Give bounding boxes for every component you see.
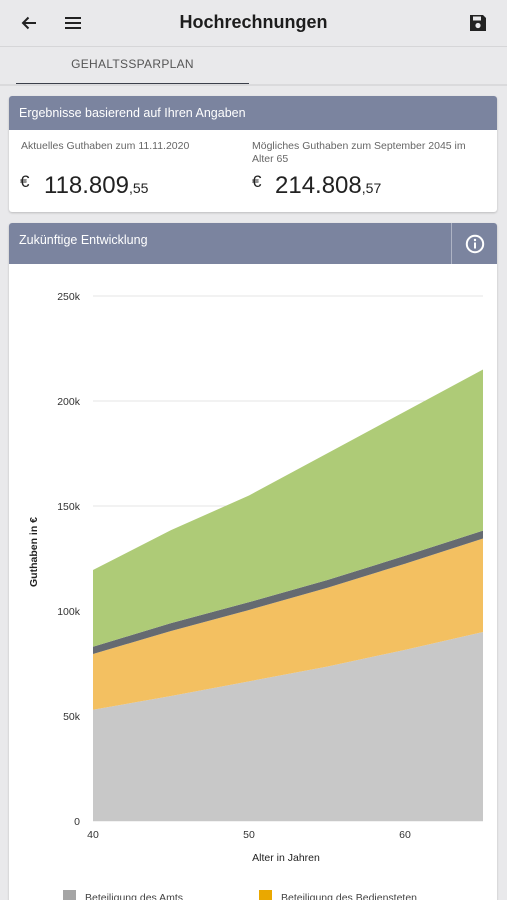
area-series-2 [93,538,483,710]
legend-swatch [63,890,76,900]
current-currency: € [20,172,30,191]
y-tick-label: 0 [74,816,80,828]
development-heading-text: Zukünftige Entwicklung [19,233,148,247]
results-heading: Ergebnisse basierend auf Ihren Angaben [9,96,497,130]
tab-divider [0,84,507,86]
arrow-left-icon [21,16,36,30]
future-balance-label-line2: Alter 65 [252,153,289,165]
menu-icon [65,17,81,29]
area-series-4 [93,369,483,647]
save-icon [470,15,486,31]
y-tick-label: 100k [57,606,81,618]
x-tick-label: 50 [243,829,255,841]
future-balance-label: Mögliches Guthaben zum September 2045 im… [252,140,466,166]
legend-label: Beteiligung des Amts [85,892,183,900]
area-series-3 [93,530,483,655]
save-button[interactable] [462,7,494,39]
info-button[interactable] [451,223,497,264]
y-axis-ticks: 0 50k 100k 150k 200k 250k [57,291,81,828]
y-tick-label: 50k [63,711,81,723]
future-balance-value: 214.808,57 [275,172,381,200]
chart-legend: Beteiligung des Amts Beteiligung des Bedi… [63,890,417,900]
development-chart: 0 50k 100k 150k 200k 250k 40 50 60 Guthaben in … [28,291,483,900]
y-axis-label: Guthaben in € [28,517,40,587]
development-heading: Zukünftige Entwicklung [9,223,497,264]
tab-gehaltssparplan[interactable]: GEHALTSSPARPLAN [16,47,249,85]
area-series-1 [93,632,483,821]
current-amount-cents: ,55 [128,180,149,196]
app-bar: Hochrechnungen [0,0,507,46]
current-amount-main: 118.809 [44,172,129,199]
legend-label: Beteiligung des Bediensteten [281,892,417,900]
development-card: Zukünftige Entwicklung 0 50k 100k 150k 200k 2… [9,223,497,900]
future-currency: € [252,172,262,191]
results-card: Ergebnisse basierend auf Ihren Angaben A… [9,96,497,212]
menu-button[interactable] [57,7,89,39]
x-tick-label: 60 [399,829,411,841]
legend-swatch [259,890,272,900]
tab-label: GEHALTSSPARPLAN [71,57,194,71]
x-axis-label: Alter in Jahren [252,852,320,864]
tab-bar: GEHALTSSPARPLAN [0,46,507,85]
x-axis-ticks: 40 50 60 [87,829,411,841]
y-tick-label: 250k [57,291,81,303]
current-balance-value: 118.809,55 [44,172,148,200]
page-title: Hochrechnungen [179,12,328,32]
future-amount-cents: ,57 [361,180,382,196]
y-tick-label: 150k [57,501,81,513]
y-tick-label: 200k [57,396,81,408]
back-button[interactable] [13,7,45,39]
future-amount-main: 214.808 [275,172,362,199]
current-balance-label: Aktuelles Guthaben zum 11.11.2020 [21,140,190,152]
info-icon [465,234,484,253]
x-tick-label: 40 [87,829,99,841]
chart-areas [93,369,483,821]
future-balance-label-line1: Mögliches Guthaben zum September 2045 im [252,140,466,152]
